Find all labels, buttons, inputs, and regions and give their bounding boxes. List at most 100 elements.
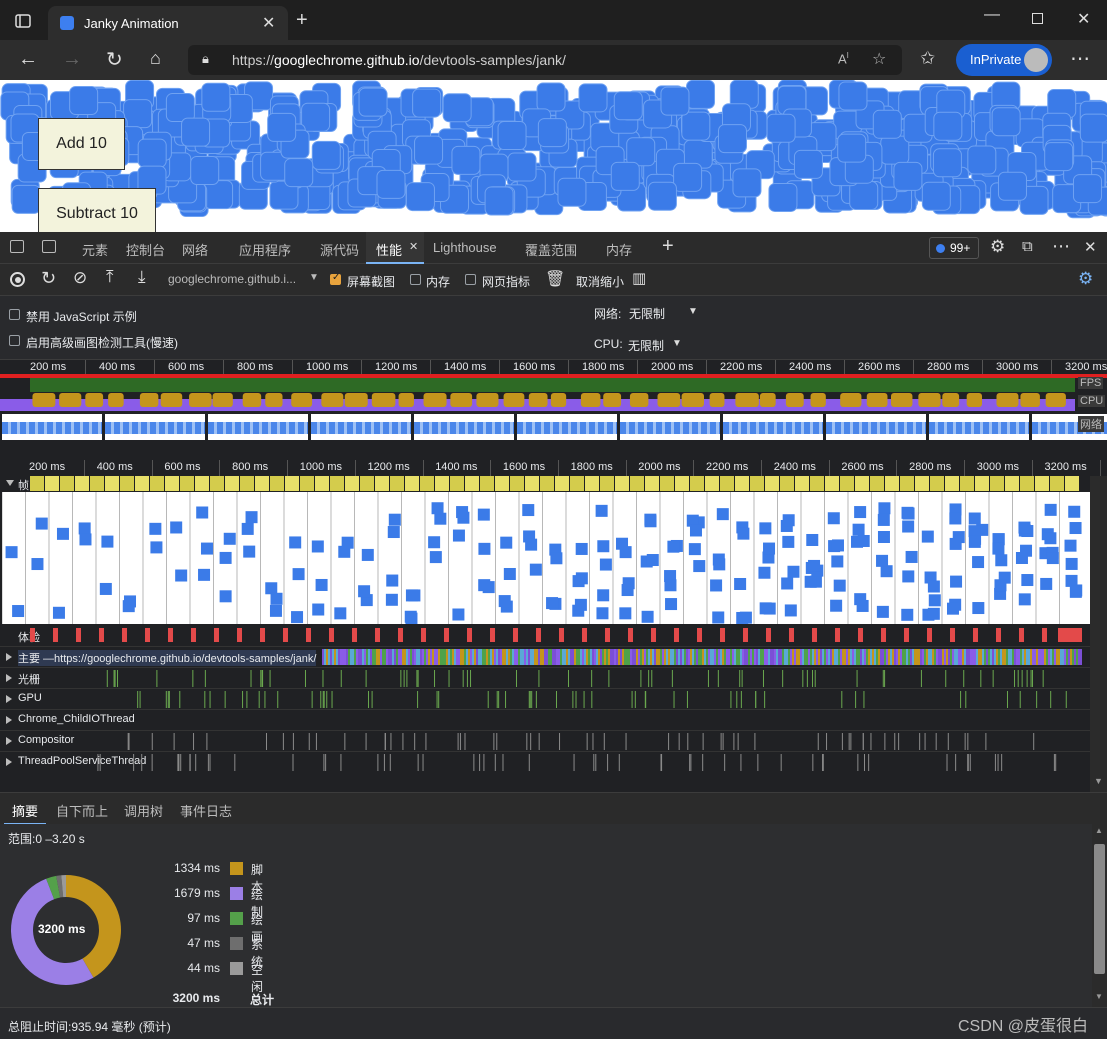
frame-cell [750,476,764,491]
more-icon[interactable]: ⋯ [1070,48,1090,70]
layout-shift-marks [30,628,1082,642]
thread-activity-tick [292,733,294,750]
minimize-icon[interactable]: — [984,6,1000,23]
inspect-icon[interactable] [10,240,24,253]
screenshot-icon [972,602,985,615]
device-emulation-icon[interactable] [42,240,56,253]
screenshot-icon [434,512,447,525]
lock-icon[interactable]: 🔒︎ [202,51,209,66]
tab-actions-icon[interactable] [12,10,34,32]
memory-checkbox[interactable] [410,274,421,285]
address-bar[interactable]: 🔒︎ https://googlechrome.github.io/devtoo… [188,45,902,75]
map-icon[interactable]: ▥ [632,270,647,287]
gpu-expand-icon[interactable] [6,695,12,703]
cpu-chevron-down-icon[interactable]: ▼ [672,338,682,349]
main-thread-slice [718,649,720,665]
compositor-track[interactable]: Compositor [0,730,1090,751]
upload-icon[interactable]: ⤒ [106,267,114,286]
screenshot-icon [52,606,65,619]
close-tab-icon[interactable]: ✕ [262,15,276,32]
clear-icon[interactable]: ⊘ [73,268,88,287]
screenshots-checkbox[interactable]: ✓ [330,272,341,285]
gpu-track[interactable]: GPU [0,688,1090,709]
web-vitals-checkbox[interactable] [465,274,476,285]
advanced-paint-checkbox[interactable] [9,335,20,346]
cancel-zoom-button[interactable]: 取消缩小 [576,275,625,289]
threadpool-expand-icon[interactable] [6,758,12,766]
summary-scroll-thumb[interactable] [1094,844,1105,974]
cpu-throttle-select[interactable]: 无限制 [628,339,665,353]
tab-performance[interactable]: 性能 ✕ [366,232,424,264]
close-window-icon[interactable]: ✕ [1077,11,1091,28]
reload-profile-icon[interactable]: ↻ [41,268,57,288]
devtools-more-icon[interactable]: ⋯ [1052,236,1070,256]
new-tab-icon[interactable]: + [296,9,308,31]
forward-icon[interactable]: → [62,48,82,70]
screenshot-icon [243,545,256,558]
network-throttle-select[interactable]: 无限制 [629,307,666,321]
tab-coverage[interactable]: 覆盖范围 [525,243,578,258]
inprivate-button[interactable]: InPrivate [956,44,1052,76]
tab-network[interactable]: 网络 [182,243,209,258]
network-chevron-down-icon[interactable]: ▼ [688,306,698,317]
filmstrip-frame [826,414,926,440]
compositor-expand-icon[interactable] [6,737,12,745]
main-thread-track[interactable]: 主要 —https://googlechrome.github.io/devto… [0,646,1090,667]
tab-application[interactable]: 应用程序 [239,243,292,258]
more-tabs-icon[interactable]: + [662,235,674,257]
tab-sources[interactable]: 源代码 [320,243,360,258]
threadpool-track[interactable]: ThreadPoolServiceThread [0,751,1090,772]
reload-icon[interactable]: ↻ [106,49,123,71]
browser-tab[interactable]: Janky Animation ✕ [48,6,288,40]
frames-strip [30,476,1079,491]
favorite-add-icon[interactable]: ☆ [872,51,887,68]
issues-badge[interactable]: 99+ [929,237,979,259]
subtract-10-button[interactable]: Subtract 10 [38,188,156,232]
thread-activity-tick [282,733,284,750]
chevron-down-icon[interactable]: ▼ [309,272,319,283]
summary-scrollbar[interactable]: ▲ ▼ [1092,824,1107,1007]
child-io-thread-track[interactable]: Chrome_ChildIOThread [0,709,1090,730]
timeline-overview[interactable]: 200 ms 400 ms 600 ms 800 ms 1000 ms 1200 ms 14… [0,360,1107,460]
read-aloud-icon[interactable]: Aⅼ [838,51,849,67]
tab-summary[interactable]: 摘要 [12,804,39,819]
main-expand-icon[interactable] [6,653,12,661]
frames-track[interactable]: 帧 [0,476,1090,492]
profile-select[interactable]: googlechrome.github.i... [168,272,297,286]
raster-track[interactable]: 光栅 [0,667,1090,688]
tab-event-log[interactable]: 事件日志 [180,804,233,819]
tab-console[interactable]: 控制台 [126,243,166,258]
filmstrip-frame [929,414,1029,440]
back-icon[interactable]: ← [18,48,38,70]
favorites-icon[interactable]: ✩ [920,48,936,68]
tab-memory[interactable]: 内存 [606,243,633,258]
main-thread-slice [512,649,514,665]
maximize-icon[interactable] [1032,13,1043,24]
main-thread-slice [1044,649,1046,665]
scroll-down-icon[interactable]: ▼ [1094,776,1103,786]
trash-icon[interactable]: 🗑︎ [545,271,566,288]
close-performance-tab-icon[interactable]: ✕ [409,241,419,253]
download-icon[interactable]: ⤓ [138,267,146,286]
flame-chart[interactable]: 200 ms 400 ms 600 ms 800 ms 1000 ms 1200 ms 14… [0,460,1107,792]
tab-bottom-up[interactable]: 自下而上 [56,804,109,819]
tab-lighthouse[interactable]: Lighthouse [433,240,497,255]
customize-icon[interactable]: ⧉ [1022,238,1033,255]
close-devtools-icon[interactable]: ✕ [1084,239,1097,256]
tab-elements[interactable]: 元素 [82,243,109,258]
child-io-expand-icon[interactable] [6,716,12,724]
frames-expand-icon[interactable] [6,480,14,486]
summary-scroll-down-icon[interactable]: ▼ [1095,992,1103,1001]
settings-gear-icon[interactable]: ⚙ [990,237,1006,256]
summary-scroll-up-icon[interactable]: ▲ [1095,826,1103,835]
disable-js-samples-checkbox[interactable] [9,309,20,320]
raster-expand-icon[interactable] [6,674,12,682]
flame-scrollbar[interactable]: ▼ [1090,476,1107,792]
main-thread-slice [334,649,336,665]
record-icon[interactable] [10,272,25,287]
add-10-button[interactable]: Add 10 [38,118,125,170]
screenshot-icon [219,590,232,603]
tab-call-tree[interactable]: 调用树 [124,804,164,819]
capture-settings-gear-icon[interactable]: ⚙ [1078,269,1094,288]
home-icon[interactable]: ⌂ [150,48,161,68]
